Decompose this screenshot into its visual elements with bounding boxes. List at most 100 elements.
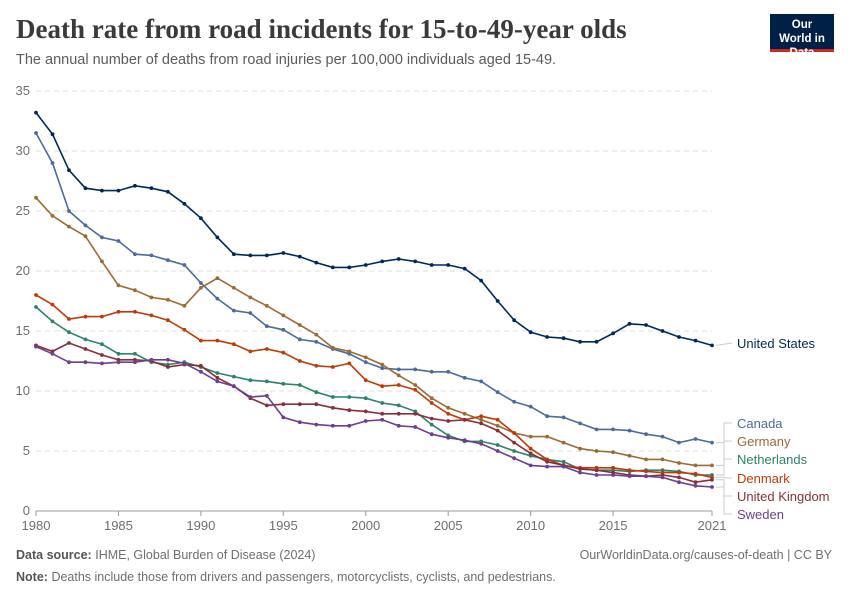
data-point — [264, 324, 269, 329]
x-tick-label: 2021 — [698, 518, 727, 533]
data-point — [231, 285, 236, 290]
data-point — [166, 297, 170, 302]
source-url[interactable]: OurWorldinData.org/causes-of-death | CC … — [579, 548, 832, 562]
data-point — [396, 373, 401, 378]
data-point — [627, 468, 632, 473]
data-source: Data source: IHME, Global Burden of Dise… — [16, 548, 315, 562]
y-tick-label: 20 — [16, 263, 30, 278]
data-point — [446, 263, 451, 267]
data-point — [677, 461, 681, 465]
data-point — [215, 296, 220, 301]
data-point — [512, 449, 517, 453]
data-point — [363, 419, 368, 423]
label-connector — [716, 440, 732, 466]
data-point — [644, 457, 648, 462]
data-point — [479, 417, 484, 422]
data-point — [396, 383, 401, 387]
data-point — [264, 393, 269, 398]
data-point — [594, 468, 599, 473]
data-point — [67, 317, 71, 321]
data-point — [594, 339, 599, 344]
data-point — [50, 319, 55, 324]
data-point — [281, 313, 286, 318]
data-point — [248, 349, 253, 354]
data-point — [363, 409, 368, 414]
data-point — [512, 440, 517, 445]
data-point — [710, 440, 714, 445]
series-label: Canada — [737, 416, 783, 431]
data-point — [512, 431, 517, 435]
data-point — [264, 347, 269, 351]
source-text: IHME, Global Burden of Disease (2024) — [95, 548, 316, 562]
data-point — [100, 188, 104, 193]
data-point — [116, 309, 121, 314]
data-point — [198, 369, 203, 374]
series-label: Netherlands — [737, 452, 808, 467]
data-point — [363, 263, 368, 267]
owid-logo[interactable]: Our World in Data — [770, 14, 834, 59]
data-point — [100, 259, 104, 264]
data-point — [215, 276, 220, 281]
data-point — [495, 428, 500, 433]
data-point — [297, 402, 302, 407]
data-point — [429, 369, 434, 374]
note-label: Note: — [16, 570, 48, 584]
data-point — [297, 359, 302, 363]
data-point — [281, 327, 286, 332]
data-point — [330, 345, 335, 350]
data-point — [330, 405, 335, 410]
y-tick-label: 10 — [16, 383, 30, 398]
data-point — [611, 450, 615, 455]
data-point — [396, 403, 401, 408]
data-point — [182, 327, 187, 332]
data-point — [314, 422, 319, 427]
data-point — [83, 223, 88, 228]
data-point — [380, 366, 385, 371]
data-point — [429, 401, 434, 405]
data-point — [133, 183, 137, 188]
data-point — [264, 379, 269, 384]
data-point — [314, 363, 319, 368]
data-point — [248, 311, 253, 315]
data-point — [561, 415, 566, 420]
data-point — [413, 425, 418, 429]
data-point — [545, 464, 550, 469]
data-point — [100, 235, 104, 240]
data-point — [297, 337, 302, 342]
data-point — [380, 259, 385, 264]
data-point — [149, 186, 154, 191]
data-point — [660, 475, 665, 480]
data-point — [116, 239, 121, 243]
logo-text: Our World in Data — [779, 19, 825, 59]
data-point — [611, 427, 615, 432]
data-point — [215, 338, 220, 343]
data-point — [380, 411, 385, 416]
data-point — [545, 434, 550, 439]
data-point — [479, 414, 484, 419]
data-point — [314, 332, 319, 337]
data-point — [347, 408, 352, 413]
x-tick-label: 2000 — [351, 518, 380, 533]
data-point — [429, 432, 434, 437]
data-point — [446, 435, 451, 440]
data-point — [446, 419, 451, 423]
data-point — [396, 257, 401, 261]
data-point — [578, 421, 582, 426]
data-point — [528, 404, 533, 409]
x-tick-label: 1995 — [269, 518, 298, 533]
data-point — [495, 443, 500, 447]
data-point — [380, 401, 385, 405]
data-point — [528, 451, 533, 456]
data-point — [83, 314, 88, 319]
data-point — [545, 459, 550, 464]
series-line-denmark — [35, 294, 713, 479]
chart-note: Note: Deaths include those from drivers … — [16, 570, 556, 584]
label-connector — [716, 458, 732, 476]
data-point — [627, 428, 632, 433]
data-point — [231, 252, 236, 257]
y-tick-label: 35 — [16, 83, 30, 98]
data-point — [166, 357, 170, 362]
chart-title: Death rate from road incidents for 15-to… — [16, 14, 627, 44]
series-label: Germany — [737, 434, 791, 449]
series-label: United Kingdom — [737, 489, 830, 504]
